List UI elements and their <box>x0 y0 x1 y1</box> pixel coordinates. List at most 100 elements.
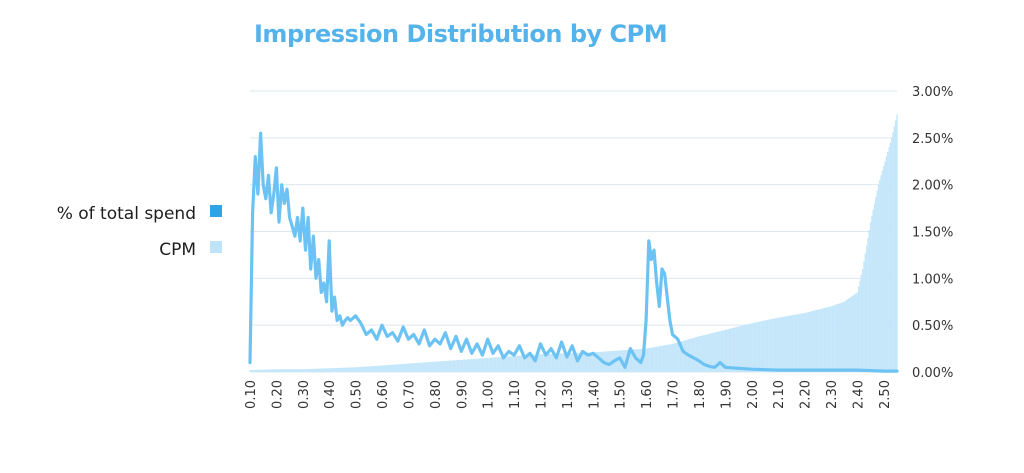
cpm-bar <box>702 335 704 372</box>
cpm-bar <box>831 305 833 372</box>
cpm-bar <box>619 350 621 372</box>
cpm-bar <box>457 360 460 372</box>
cpm-bar <box>587 352 589 372</box>
cpm-bar <box>296 369 299 372</box>
x-tick-label: 1.50 <box>614 380 629 409</box>
y-tick-label: 2.00% <box>912 179 953 194</box>
cpm-bar <box>266 369 268 372</box>
cpm-bar <box>253 369 255 372</box>
cpm-bar <box>476 358 478 372</box>
cpm-bar <box>372 366 374 372</box>
cpm-bar <box>311 368 313 372</box>
cpm-bar <box>477 358 480 372</box>
cpm-bar <box>259 369 262 372</box>
cpm-bar <box>805 312 807 372</box>
cpm-bar <box>432 361 435 372</box>
cpm-bar <box>423 362 425 372</box>
cpm-bar <box>735 327 737 372</box>
cpm-bar <box>838 303 840 372</box>
cpm-bar <box>566 353 568 372</box>
cpm-bar <box>315 368 317 372</box>
cpm-bar <box>570 353 572 372</box>
y-tick-label: 3.00% <box>912 85 953 100</box>
cpm-bar <box>836 304 839 372</box>
cpm-bar <box>341 367 344 372</box>
cpm-bar <box>506 356 509 372</box>
cpm-bar <box>335 368 337 372</box>
legend-item-cpm[interactable]: CPM <box>0 234 228 270</box>
cpm-bar <box>650 347 653 372</box>
cpm-bar <box>403 363 406 372</box>
cpm-bar <box>788 315 790 372</box>
cpm-bar <box>819 309 822 372</box>
cpm-bar <box>387 364 390 372</box>
cpm-bar <box>352 367 354 372</box>
cpm-bar <box>725 329 728 372</box>
cpm-bar <box>675 342 678 372</box>
cpm-bar <box>653 347 655 372</box>
cpm-bar <box>780 317 782 372</box>
y-tick-label: 1.00% <box>912 272 953 287</box>
cpm-bar <box>461 359 464 372</box>
cpm-bar <box>280 369 283 372</box>
x-tick-label: 0.10 <box>244 380 259 409</box>
cpm-bar <box>357 367 359 372</box>
cpm-bar <box>349 367 352 372</box>
cpm-bar <box>261 369 263 372</box>
cpm-bar <box>555 353 558 372</box>
legend-item-spend[interactable]: % of total spend <box>0 198 228 234</box>
cpm-bar <box>497 357 499 372</box>
cpm-bar <box>418 362 420 372</box>
cpm-bar <box>893 126 896 372</box>
cpm-bar <box>589 352 592 372</box>
cpm-bar <box>855 293 857 372</box>
cpm-bar <box>703 335 705 372</box>
cpm-bar <box>815 310 818 372</box>
cpm-bar <box>467 359 469 372</box>
cpm-bar <box>523 355 526 372</box>
cpm-bar <box>579 352 581 372</box>
cpm-bar <box>249 370 251 372</box>
cpm-bar <box>271 369 274 372</box>
cpm-bar <box>283 369 286 372</box>
cpm-bar <box>809 311 811 372</box>
cpm-bar <box>848 298 851 372</box>
cpm-bar <box>584 352 587 372</box>
cpm-bar <box>337 367 340 372</box>
cpm-bar <box>659 346 662 372</box>
cpm-bar <box>327 368 329 372</box>
cpm-bar <box>674 343 676 372</box>
cpm-bar <box>302 369 304 372</box>
cpm-bar <box>452 360 455 372</box>
cpm-bar <box>710 333 712 372</box>
cpm-bar <box>715 332 717 372</box>
cpm-bar <box>582 352 584 372</box>
cpm-bar <box>291 369 293 372</box>
cpm-bar <box>307 369 309 372</box>
cpm-bar <box>319 368 321 372</box>
cpm-bar <box>894 120 897 372</box>
cpm-bar <box>885 156 888 372</box>
cpm-bar <box>552 353 555 372</box>
cpm-bar <box>350 367 353 372</box>
y-tick-label: 1.50% <box>912 226 953 241</box>
x-tick-label: 0.50 <box>350 380 365 409</box>
cpm-bar <box>525 355 527 372</box>
cpm-bar <box>419 362 422 372</box>
cpm-bar <box>508 356 510 372</box>
cpm-bar <box>568 353 571 372</box>
cpm-bar <box>472 358 474 372</box>
cpm-bar <box>391 364 394 372</box>
cpm-bar <box>673 343 675 372</box>
cpm-bar <box>358 367 361 372</box>
cpm-bar <box>691 338 694 372</box>
cpm-bar <box>430 361 432 372</box>
cpm-bar <box>790 315 793 372</box>
cpm-bar <box>356 367 358 372</box>
cpm-bar <box>851 296 853 372</box>
cpm-bar <box>694 337 696 372</box>
cpm-bar <box>353 367 356 372</box>
cpm-bar <box>575 352 577 372</box>
cpm-bar <box>827 307 830 372</box>
cpm-bar <box>630 349 633 372</box>
